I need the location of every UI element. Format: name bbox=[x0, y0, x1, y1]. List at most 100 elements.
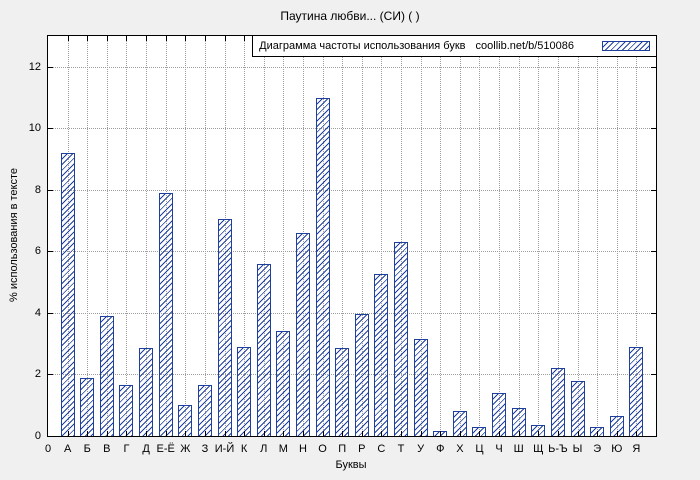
bar-Б bbox=[80, 377, 95, 436]
bar-Х bbox=[452, 411, 467, 436]
x-tick-mark bbox=[244, 431, 246, 436]
bar-Ж bbox=[178, 405, 193, 436]
x-tick-mark bbox=[204, 431, 206, 436]
x-tick-label: Щ bbox=[533, 443, 544, 455]
x-tick-mark bbox=[322, 431, 324, 436]
bar-Е-Ё bbox=[158, 192, 173, 436]
x-axis-label: Буквы bbox=[335, 459, 367, 471]
y-tick-label: 4 bbox=[34, 306, 41, 319]
x-tick-mark bbox=[499, 431, 501, 436]
y-tick-label: 2 bbox=[34, 368, 41, 381]
bar-Л bbox=[256, 263, 271, 436]
y-tick-mark bbox=[48, 374, 53, 376]
x-tick-label: И-Й bbox=[214, 443, 235, 455]
x-tick-mark bbox=[597, 431, 599, 436]
bar-Ч bbox=[492, 392, 507, 436]
x-tick-mark bbox=[67, 36, 69, 41]
bar-Н bbox=[295, 232, 310, 436]
y-tick-mark bbox=[651, 251, 656, 253]
x-tick-mark bbox=[106, 431, 108, 436]
gridline-vertical bbox=[106, 36, 108, 436]
y-tick-mark bbox=[651, 436, 656, 437]
gridline-vertical bbox=[401, 36, 403, 436]
gridline-vertical bbox=[440, 36, 442, 436]
x-tick-mark bbox=[459, 431, 461, 436]
gridline-horizontal bbox=[48, 189, 656, 191]
bar-Ы bbox=[570, 380, 585, 436]
x-tick-mark bbox=[342, 431, 344, 436]
legend-label: Диаграмма частоты использования букв bbox=[259, 40, 466, 52]
gridline-vertical bbox=[499, 36, 501, 436]
x-tick-mark bbox=[557, 431, 559, 436]
x-tick-label: К bbox=[240, 443, 248, 455]
x-tick-label: А bbox=[63, 443, 72, 455]
x-tick-mark bbox=[126, 431, 128, 436]
y-tick-mark bbox=[651, 189, 656, 191]
x-tick-mark bbox=[401, 431, 403, 436]
x-tick-label: Ю bbox=[611, 443, 623, 455]
x-tick-mark bbox=[165, 431, 167, 436]
gridline-horizontal bbox=[48, 251, 656, 253]
gridline-vertical bbox=[283, 36, 285, 436]
x-tick-label: В bbox=[103, 443, 111, 455]
x-tick-mark bbox=[146, 431, 148, 436]
x-tick-mark bbox=[126, 36, 128, 41]
bar-Р bbox=[354, 314, 369, 436]
bar-Т bbox=[394, 242, 409, 436]
x-tick-label: Д bbox=[142, 443, 150, 455]
x-tick-mark bbox=[283, 431, 285, 436]
x-tick-mark bbox=[577, 431, 579, 436]
x-tick-mark bbox=[616, 431, 618, 436]
x-tick-mark bbox=[381, 431, 383, 436]
x-tick-label: Х bbox=[456, 443, 464, 455]
bar-А bbox=[60, 152, 75, 436]
x-tick-mark bbox=[106, 36, 108, 41]
y-tick-mark bbox=[48, 312, 53, 314]
x-tick-mark bbox=[518, 431, 520, 436]
y-tick-mark bbox=[48, 128, 53, 130]
x-tick-label: Ь-Ъ bbox=[548, 443, 568, 455]
x-tick-label: Ы bbox=[572, 443, 583, 455]
bar-Ь-Ъ bbox=[550, 368, 565, 436]
x-tick-mark bbox=[224, 36, 226, 41]
bar-М bbox=[276, 331, 291, 436]
bar-Ш bbox=[511, 408, 526, 436]
x-tick-label: Ф bbox=[436, 443, 445, 455]
gridline-vertical bbox=[616, 36, 618, 436]
bar-В bbox=[99, 316, 114, 436]
bar-У bbox=[413, 339, 428, 436]
gridline-vertical bbox=[557, 36, 559, 436]
bar-Ю bbox=[609, 416, 624, 436]
gridline-horizontal bbox=[48, 312, 656, 314]
x-tick-mark bbox=[479, 431, 481, 436]
x-tick-label: Р bbox=[358, 443, 366, 455]
x-tick-label-origin: 0 bbox=[44, 443, 52, 455]
x-tick-label: Ш bbox=[513, 443, 524, 455]
gridline-vertical bbox=[459, 36, 461, 436]
x-tick-mark bbox=[420, 431, 422, 436]
legend-source-link: coollib.net/b/510086 bbox=[475, 40, 574, 52]
gridline-vertical bbox=[185, 36, 187, 436]
x-tick-label: Ч bbox=[495, 443, 503, 455]
gridline-vertical bbox=[479, 36, 481, 436]
x-tick-label: О bbox=[318, 443, 327, 455]
gridline-vertical bbox=[126, 36, 128, 436]
x-tick-mark bbox=[440, 431, 442, 436]
gridline-horizontal bbox=[48, 374, 656, 376]
x-tick-mark bbox=[538, 431, 540, 436]
x-tick-label: Г bbox=[123, 443, 130, 455]
x-tick-label: Ц bbox=[475, 443, 484, 455]
y-tick-mark bbox=[651, 312, 656, 314]
y-axis-label: % использования в тексте bbox=[8, 168, 20, 302]
x-tick-label: Ж bbox=[180, 443, 191, 455]
x-tick-mark bbox=[185, 36, 187, 41]
x-tick-label: Б bbox=[83, 443, 91, 455]
y-tick-mark bbox=[651, 66, 656, 68]
gridline-vertical bbox=[204, 36, 206, 436]
bar-К bbox=[237, 346, 252, 436]
x-tick-mark bbox=[185, 431, 187, 436]
y-tick-mark bbox=[48, 436, 53, 437]
bar-З bbox=[197, 385, 212, 436]
y-tick-mark bbox=[48, 66, 53, 68]
bar-П bbox=[335, 348, 350, 436]
